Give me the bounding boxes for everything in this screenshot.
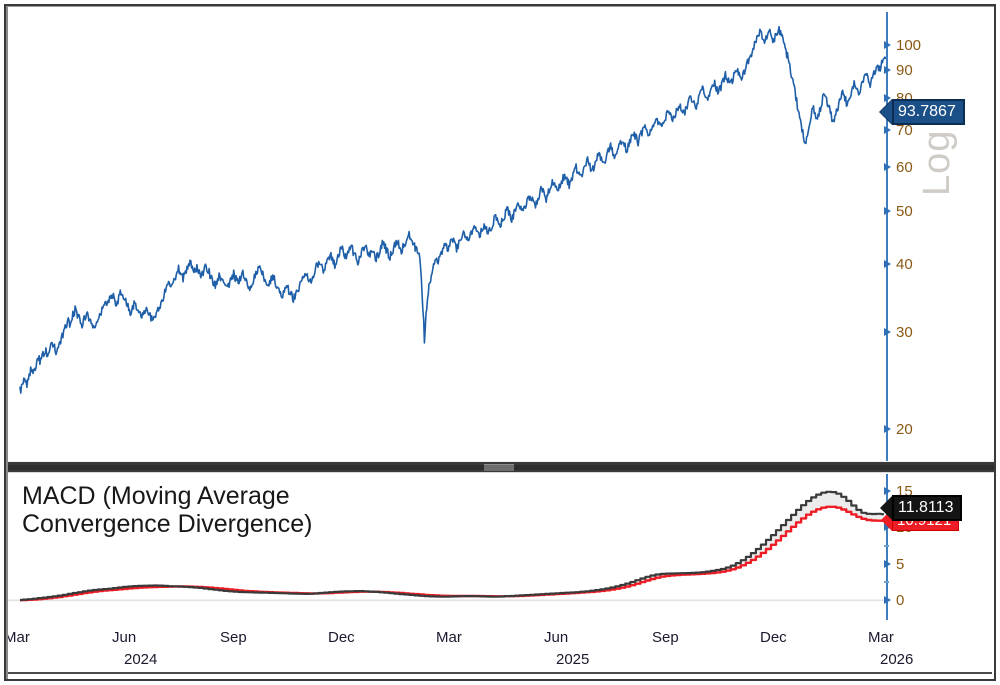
- x-axis-baseline: [8, 672, 992, 674]
- x-axis-month-label: Mar: [436, 629, 462, 646]
- price-tick-label: 100: [896, 37, 922, 55]
- price-tick-label: 60: [896, 159, 913, 177]
- macd-panel-title: MACD (Moving Average Convergence Diverge…: [22, 482, 313, 538]
- splitter-grab-handle[interactable]: [484, 464, 514, 471]
- price-tick-arrow-icon: [884, 41, 891, 50]
- current-price-badge[interactable]: 93.7867: [892, 99, 965, 125]
- macd-plot: [8, 490, 886, 602]
- log-scale-watermark: Log: [916, 129, 958, 196]
- price-badge-arrow-icon: [880, 99, 893, 125]
- price-tick-label: 50: [896, 202, 913, 220]
- price-tick-label: 20: [896, 420, 913, 438]
- x-axis-month-label: Mar: [8, 629, 30, 646]
- price-chart-panel[interactable]: [8, 8, 992, 460]
- price-tick-arrow-icon: [884, 424, 891, 433]
- price-tick-arrow-icon: [884, 328, 891, 337]
- price-tick-label: 70: [896, 122, 913, 140]
- x-axis-month-label: Sep: [220, 629, 247, 646]
- macd-tick-arrow-icon: [884, 559, 891, 568]
- macd-chart-panel[interactable]: [8, 474, 992, 618]
- x-axis-year-label: 2025: [556, 651, 590, 668]
- price-tick-arrow-icon: [884, 163, 891, 172]
- x-axis-month-label: Mar: [868, 629, 894, 646]
- price-axis-line: [886, 12, 888, 462]
- macd-tick-arrow-icon: [884, 596, 891, 605]
- macd-value-badge[interactable]: 11.8113: [892, 495, 963, 521]
- macd-tick-arrow-icon: [884, 486, 891, 495]
- macd-minor-tick: [884, 581, 889, 584]
- price-tick-arrow-icon: [884, 206, 891, 215]
- x-axis-panel: Mar Jun 2024 Sep Dec Mar Jun 2025 Sep Dec Mar 2026: [8, 618, 992, 678]
- x-axis-year-label: 2026: [880, 651, 914, 668]
- price-tick-label: 30: [896, 324, 913, 342]
- x-axis-month-label: Jun: [112, 629, 137, 646]
- x-axis-month-label: Dec: [328, 629, 355, 646]
- price-plot: [19, 25, 887, 394]
- chart-frame: [4, 4, 996, 681]
- macd-tick-label: 5: [896, 555, 905, 573]
- price-tick-arrow-icon: [884, 126, 891, 135]
- price-tick-label: 40: [896, 255, 913, 273]
- macd-axis-line: [886, 474, 888, 620]
- panel-splitter[interactable]: [6, 461, 994, 473]
- x-axis-month-label: Sep: [652, 629, 679, 646]
- macd-minor-tick: [884, 544, 889, 547]
- x-axis-month-label: Dec: [760, 629, 787, 646]
- x-axis-year-label: 2024: [124, 651, 158, 668]
- price-tick-arrow-icon: [884, 66, 891, 75]
- macd-tick-label: 0: [896, 592, 905, 610]
- price-tick-label: 90: [896, 62, 913, 80]
- x-axis-month-label: Jun: [544, 629, 569, 646]
- price-tick-arrow-icon: [884, 94, 891, 103]
- macd-badge-arrow-icon: [880, 495, 893, 521]
- price-tick-arrow-icon: [884, 259, 891, 268]
